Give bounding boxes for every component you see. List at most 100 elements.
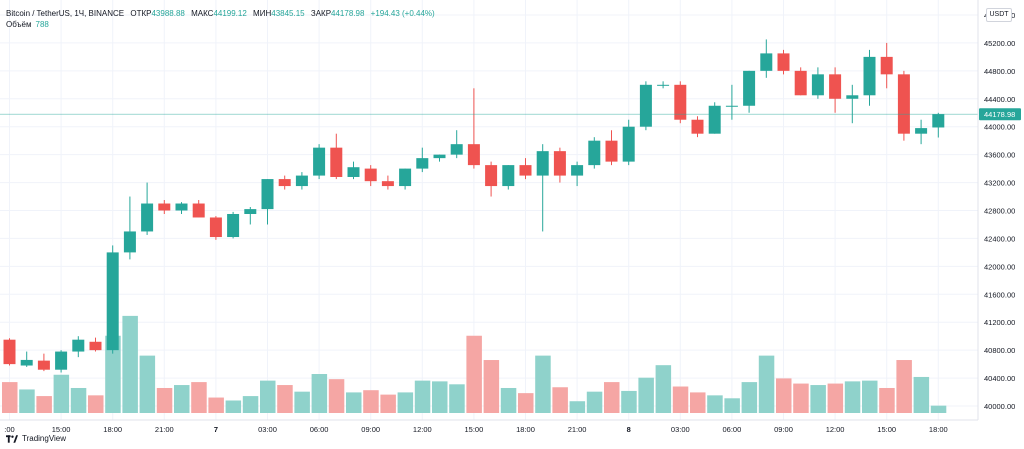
candle-body [192,203,205,218]
volume-bar [414,380,431,413]
volume-bar [363,390,379,413]
candle-body [605,140,618,162]
volume-bar [242,396,259,413]
candle-body [502,165,515,187]
currency-button[interactable]: USDT [986,8,1012,22]
price-tick-label: 43600.00 [984,151,1015,160]
candle-body [158,203,171,211]
candle-body [450,144,463,155]
volume-bar [122,315,138,413]
volume-bar [913,376,930,413]
tradingview-logo[interactable]: TradingView [6,434,66,443]
volume-bar [2,382,18,413]
candle-body [639,84,652,127]
time-tick-label: 21:00 [568,425,587,434]
close-value: 44178.98 [331,9,365,18]
time-tick-label: 12:00 [826,425,845,434]
volume-bar [862,380,878,413]
last-price-label: 44178.98 [979,108,1021,121]
volume-bar [53,374,70,413]
time-tick-label: 06:00 [310,425,329,434]
candle-body [3,339,16,365]
candle-body [330,147,343,177]
time-tick-label: 09:00 [774,425,793,434]
candle-body [708,105,721,134]
time-tick-label: 12:00 [413,425,432,434]
time-tick-label: 8 [627,425,631,434]
volume-bar [105,335,121,413]
price-tick-label: 41600.00 [984,290,1015,299]
high-value: 44199.12 [213,9,247,18]
volume-bar [586,391,603,413]
volume-bar [174,385,190,413]
volume-bar [346,392,362,413]
candle-body [915,128,928,134]
price-tick-label: 42400.00 [984,234,1015,243]
symbol-title[interactable]: Bitcoin / TetherUS, 1Ч, BINANCE [6,9,125,18]
candle-body [227,213,240,238]
time-tick-label: 15:00 [877,425,896,434]
time-tick-label: 03:00 [258,425,277,434]
candle-body [433,154,446,159]
candle-body [777,53,790,71]
candle-body [399,168,412,187]
volume-bar [432,381,448,413]
volume-bar [36,396,52,413]
price-tick-label: 43200.00 [984,179,1015,188]
volume-bar [827,383,844,413]
candle-body [295,175,308,187]
close-label: ЗАКР [310,9,332,18]
high-label: МАКС [191,9,214,18]
volume-bar [156,387,173,413]
symbol-legend: Bitcoin / TetherUS, 1Ч, BINANCE ОТКР4398… [6,8,435,19]
volume-bar [758,355,775,413]
time-axis: :00 15:00 18:00 21:00 7 03:00 06:00 09:00 12:00 1… [4,425,947,434]
volume-bar [776,378,792,413]
candle-body [89,341,102,351]
volume-bar [449,384,465,413]
volume-bar [569,401,586,413]
candle-body [760,53,773,71]
candle-body [794,70,807,96]
open-value: 43988.88 [151,9,185,18]
price-tick-label: 40400.00 [984,374,1015,383]
price-tick-label: 44800.00 [984,67,1015,76]
price-tick-label: 44400.00 [984,95,1015,104]
price-tick-label: 42000.00 [984,262,1015,271]
last-price-badge [979,108,1021,121]
candle-body [811,74,824,96]
candle-body [347,167,360,177]
candle-body [20,359,33,366]
volume-bar [552,387,568,413]
volume-bar [638,377,654,413]
volume-bar [741,382,758,413]
volume-bar [88,395,104,413]
candle-body [244,209,257,214]
time-tick-label: 06:00 [723,425,742,434]
tradingview-icon [6,434,18,443]
logo-text: TradingView [22,434,67,443]
price-tick-label: 44000.00 [984,123,1015,132]
volume-bar [724,398,740,413]
volume-bar [19,389,35,413]
candle-body [863,56,876,96]
volume-label[interactable]: Объём [6,20,32,29]
candle-body [743,70,756,106]
candle-body [725,105,738,107]
candle-body [674,84,687,120]
volume-bars [2,315,947,413]
candle-body [175,203,188,211]
volume-bar [311,374,328,413]
volume-bar [930,405,947,413]
candle-body [691,119,704,134]
volume-bar [896,360,912,413]
volume-bar [621,390,637,413]
volume-bar [518,393,534,413]
candle-body [571,165,584,176]
volume-bar [672,386,689,413]
candle-body [519,165,532,176]
low-value: 43845.15 [271,9,305,18]
low-label: МИН [253,9,272,18]
candle-body [588,140,601,166]
